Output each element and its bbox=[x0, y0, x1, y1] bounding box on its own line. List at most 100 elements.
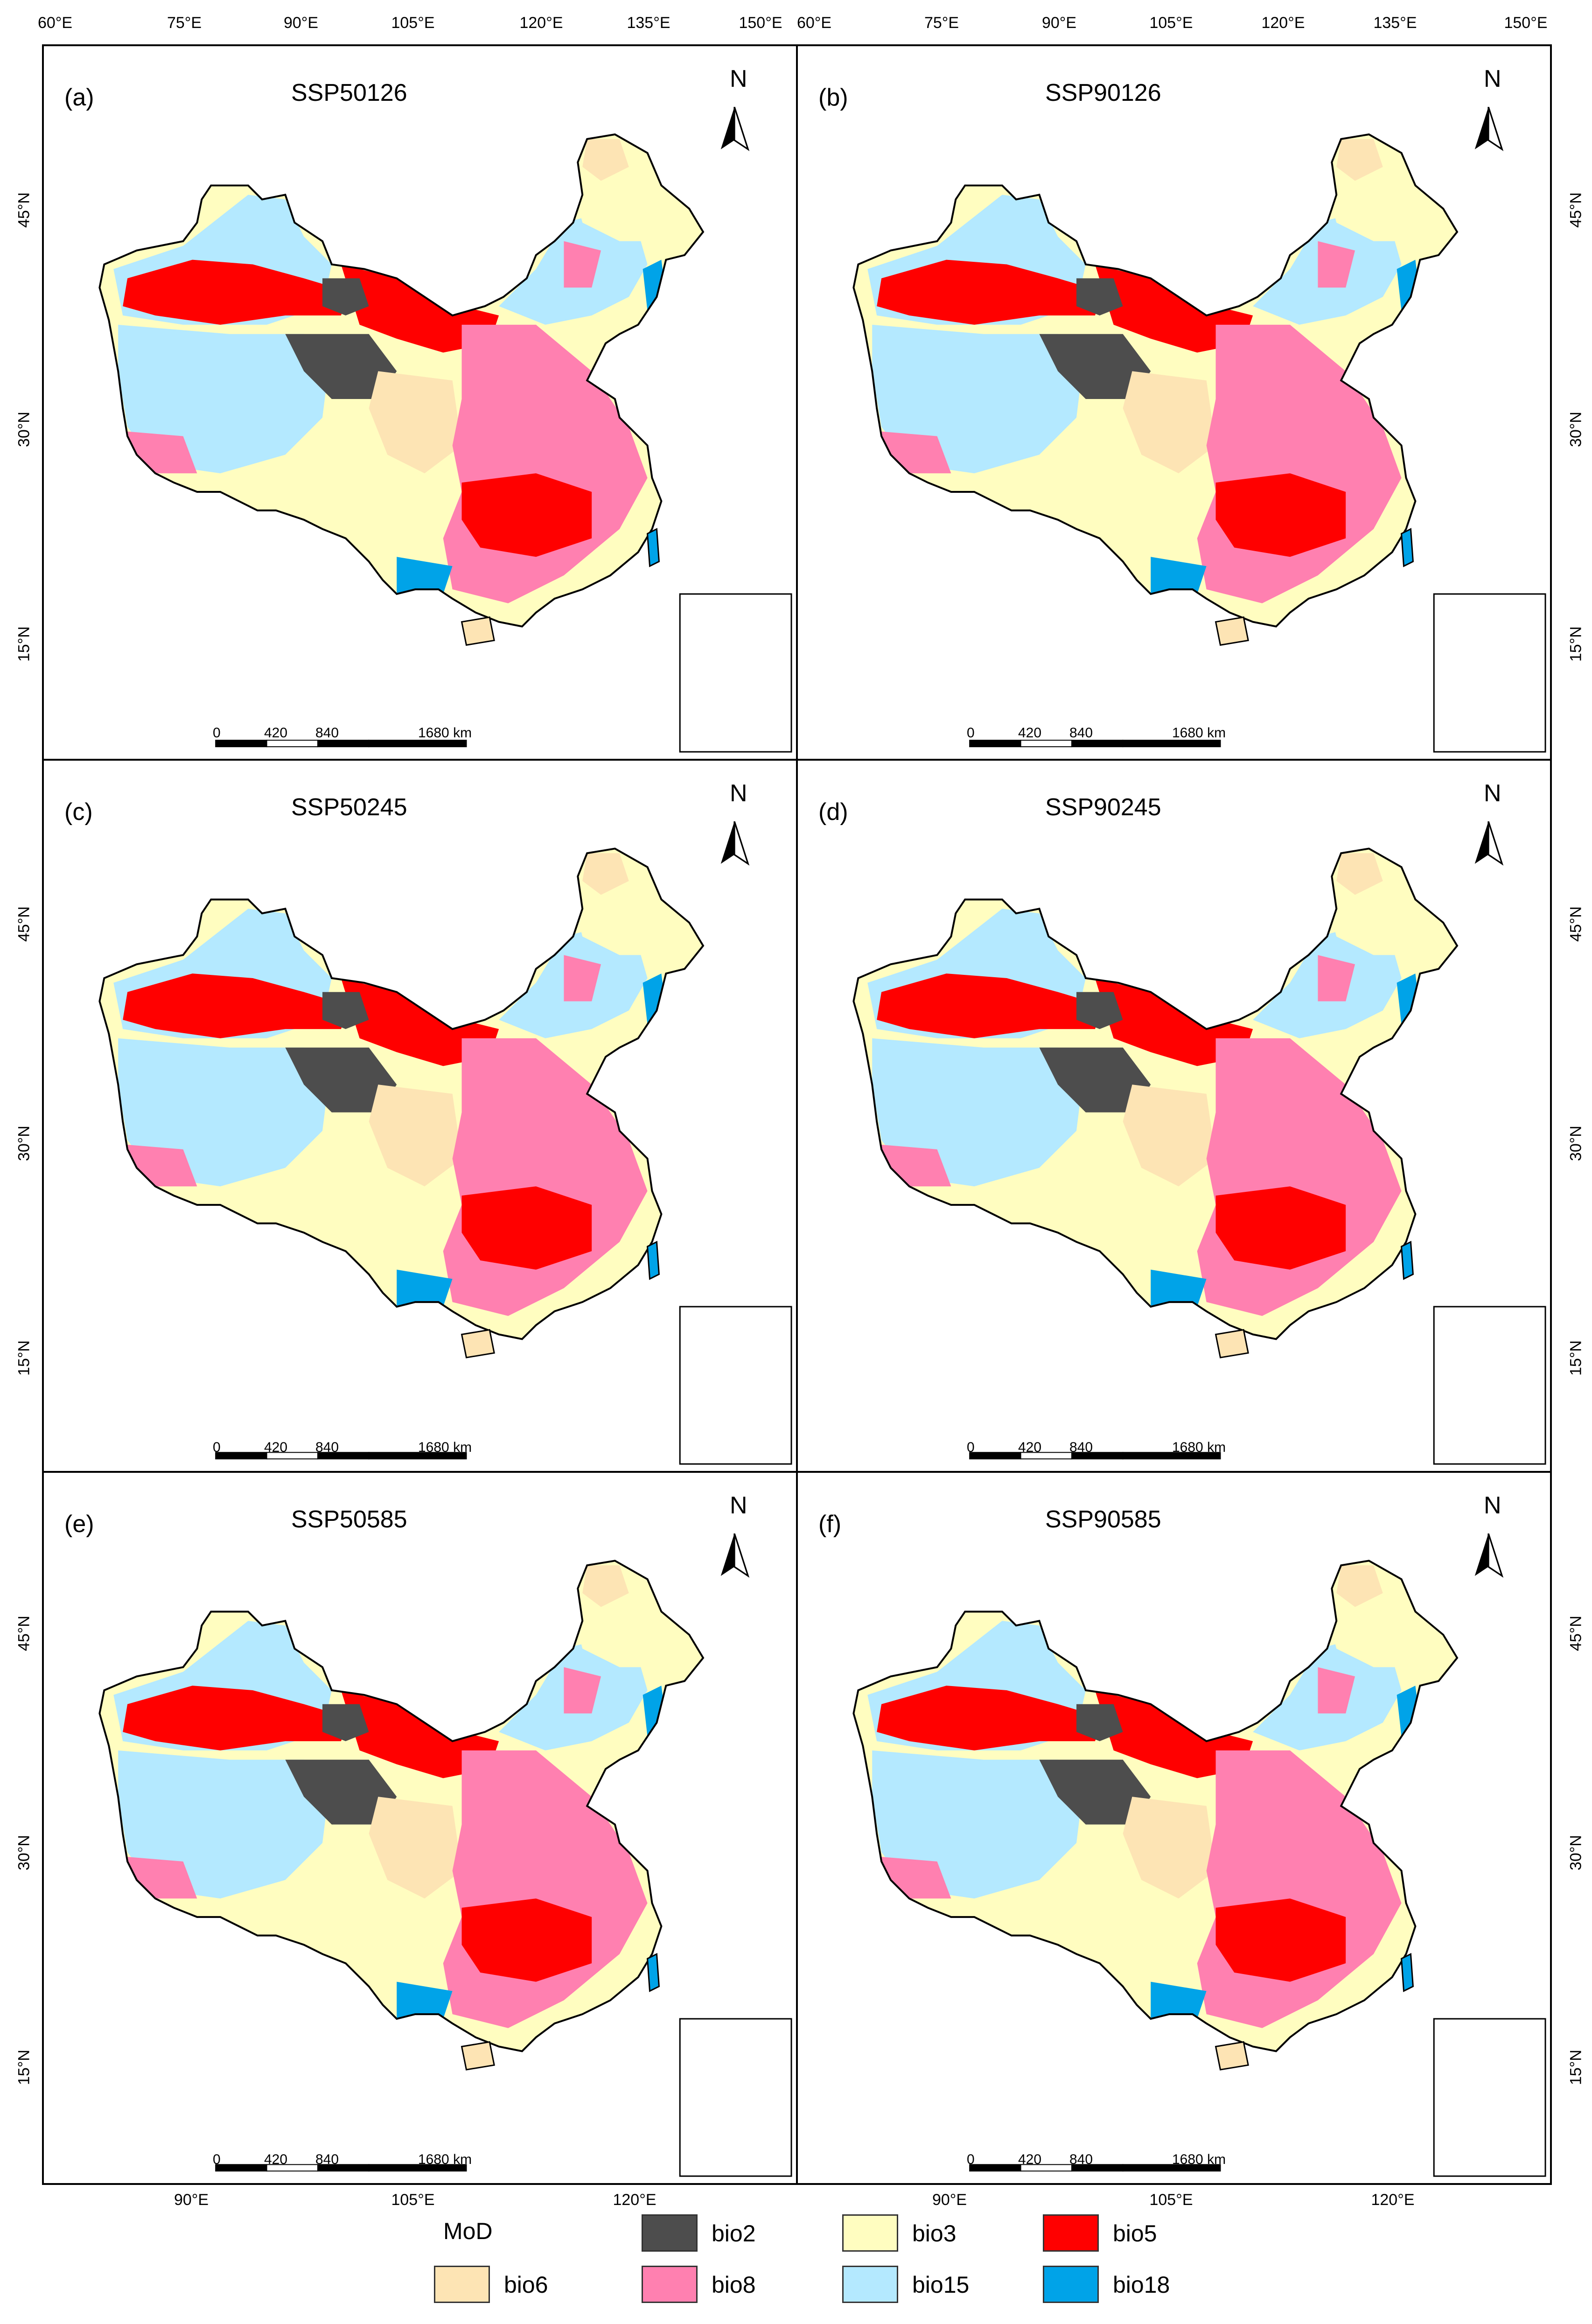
north-label: N bbox=[730, 780, 747, 807]
lon-tick: 60°E bbox=[37, 14, 73, 32]
scale-bar-label: 420 bbox=[264, 2152, 288, 2167]
map-panel-d: (d) SSP90245 N 0 420 840 1680 km bbox=[796, 759, 1552, 1473]
region-patch bbox=[564, 241, 601, 288]
scale-bar-segment bbox=[969, 740, 1021, 748]
taiwan-island bbox=[647, 1953, 660, 1992]
china-map bbox=[852, 133, 1546, 753]
hainan-island bbox=[461, 616, 495, 646]
north-arrow-icon bbox=[1474, 1533, 1504, 1578]
region-patch bbox=[123, 1686, 350, 1750]
lon-tick: 90°E bbox=[283, 14, 319, 32]
panel-label: (d) bbox=[818, 798, 848, 826]
north-label: N bbox=[1484, 780, 1501, 807]
taiwan-island bbox=[1401, 528, 1414, 567]
region-patch bbox=[1039, 334, 1151, 399]
map-panel-a: (a) SSP50126 N 0 420 840 1680 km bbox=[42, 44, 798, 761]
lon-tick: 75°E bbox=[167, 14, 202, 32]
panel-label: (c) bbox=[64, 798, 93, 826]
region-patch bbox=[461, 473, 592, 557]
region-patch bbox=[1151, 1981, 1207, 2019]
region-patch bbox=[369, 1797, 462, 1899]
region-patch bbox=[877, 1686, 1104, 1750]
lon-tick: 90°E bbox=[1041, 14, 1077, 32]
map-panel-b: (b) SSP90126 N 0 420 840 1680 km bbox=[796, 44, 1552, 761]
scale-bar-label: 1680 km bbox=[1172, 1440, 1226, 1455]
hainan-island bbox=[1215, 2041, 1249, 2071]
lon-tick: 120°E bbox=[1371, 2191, 1415, 2209]
region-patch bbox=[1039, 1158, 1151, 1284]
china-map bbox=[98, 847, 792, 1465]
south-china-sea-inset bbox=[679, 2018, 792, 2177]
north-label: N bbox=[730, 1492, 747, 1519]
scale-bar-label: 420 bbox=[1018, 2152, 1042, 2167]
china-map bbox=[852, 1560, 1546, 2177]
lon-tick: 150°E bbox=[739, 14, 782, 32]
panel-title: SSP90126 bbox=[1045, 79, 1161, 106]
lat-tick: 15°N bbox=[15, 626, 33, 662]
scale-bar-label: 0 bbox=[967, 725, 975, 741]
region-patch bbox=[1123, 1797, 1216, 1899]
country-outline bbox=[98, 1560, 705, 2052]
panel-label: (b) bbox=[818, 84, 848, 111]
region-patch bbox=[123, 973, 350, 1038]
region-patch bbox=[285, 1047, 397, 1113]
panel-title: SSP90585 bbox=[1045, 1506, 1161, 1533]
lon-tick: 105°E bbox=[391, 2191, 435, 2209]
region-patch bbox=[341, 264, 499, 353]
china-map bbox=[98, 133, 792, 753]
region-patch bbox=[285, 1158, 397, 1284]
lon-tick: 150°E bbox=[1504, 14, 1548, 32]
scale-bar-label: 0 bbox=[213, 2152, 221, 2167]
panel-label: (a) bbox=[64, 84, 94, 111]
lat-tick: 30°N bbox=[15, 1126, 33, 1161]
taiwan-island bbox=[647, 1240, 660, 1280]
region-patch bbox=[1076, 1704, 1123, 1742]
country-outline bbox=[852, 1560, 1459, 2052]
lat-tick: 15°N bbox=[1567, 2050, 1585, 2085]
region-patch bbox=[564, 1667, 601, 1714]
region-patch bbox=[123, 259, 350, 325]
scale-bar-segment bbox=[266, 740, 319, 748]
north-arrow-icon bbox=[720, 1533, 750, 1578]
region-patch bbox=[582, 139, 629, 181]
map-panel-c: (c) SSP50245 N 0 420 840 1680 km bbox=[42, 759, 798, 1473]
taiwan-island bbox=[1401, 1953, 1414, 1992]
scale-bar-segment bbox=[368, 2164, 467, 2172]
region-patch bbox=[285, 334, 397, 399]
lon-tick: 105°E bbox=[1149, 14, 1193, 32]
north-label: N bbox=[1484, 65, 1501, 92]
scale-bar-label: 420 bbox=[1018, 1440, 1042, 1455]
region-patch bbox=[1215, 1898, 1346, 1982]
region-patch bbox=[397, 1269, 453, 1307]
scale-bar-label: 1680 km bbox=[1172, 725, 1226, 741]
scale-bar-segment bbox=[215, 1452, 267, 1460]
scale-bar-label: 840 bbox=[315, 2152, 339, 2167]
china-map bbox=[98, 1560, 792, 2177]
scale-bar-label: 840 bbox=[315, 1440, 339, 1455]
lat-tick: 15°N bbox=[15, 1340, 33, 1376]
country-outline bbox=[98, 847, 705, 1340]
hainan-island bbox=[1215, 1329, 1249, 1358]
scale-bar-label: 1680 km bbox=[1172, 2152, 1226, 2167]
legend-swatch bbox=[642, 2214, 698, 2252]
country-outline bbox=[852, 847, 1459, 1340]
region-patch bbox=[1095, 978, 1253, 1066]
lat-tick: 15°N bbox=[1567, 1340, 1585, 1376]
south-china-sea-inset bbox=[1433, 593, 1546, 753]
lat-tick: 45°N bbox=[1567, 1616, 1585, 1651]
panel-title: SSP90245 bbox=[1045, 794, 1161, 821]
region-patch bbox=[322, 992, 369, 1029]
legend-swatch bbox=[842, 2266, 898, 2303]
scale-bar-label: 1680 km bbox=[418, 1440, 472, 1455]
legend-title: MoD bbox=[443, 2218, 493, 2244]
country-outline bbox=[852, 133, 1459, 628]
region-patch bbox=[1151, 557, 1207, 594]
region-patch bbox=[877, 259, 1104, 325]
china-map bbox=[852, 847, 1546, 1465]
lon-tick: 135°E bbox=[1373, 14, 1417, 32]
scale-bar-segment bbox=[969, 2164, 1021, 2172]
region-patch bbox=[582, 853, 629, 895]
panel-title: SSP50245 bbox=[291, 794, 407, 821]
legend-swatch bbox=[434, 2266, 490, 2303]
region-patch bbox=[285, 1870, 397, 1996]
